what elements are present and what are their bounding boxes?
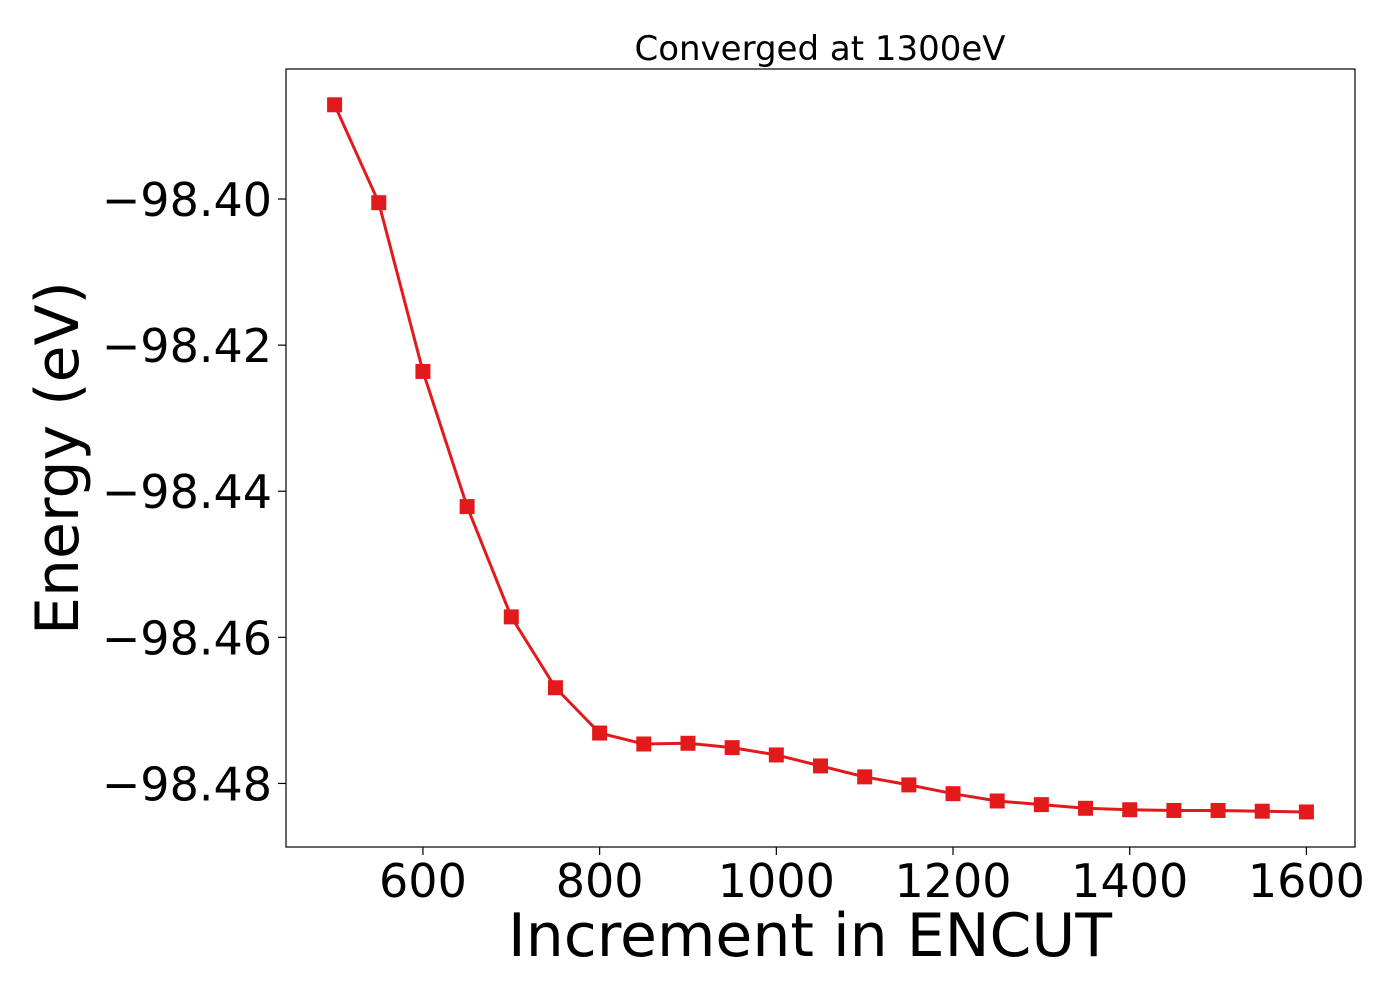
data-point-marker (459, 499, 475, 515)
data-point-marker (327, 97, 343, 113)
data-point-marker (547, 680, 563, 696)
data-point-marker (901, 777, 917, 793)
data-point-marker (1033, 797, 1049, 813)
series-line (333, 104, 1307, 814)
data-point-marker (636, 736, 652, 752)
data-point-marker (1166, 802, 1182, 818)
y-tick-label: −98.40 (102, 173, 272, 227)
data-point-marker (989, 793, 1005, 809)
data-point-marker (1254, 803, 1270, 819)
chart-title: Converged at 1300eV (634, 29, 1005, 69)
x-tick-label: 1400 (1071, 854, 1188, 908)
x-axis-label: Increment in ENCUT (508, 901, 1112, 971)
data-point-marker (1298, 804, 1314, 820)
data-point-marker (768, 747, 784, 763)
y-tick-label: −98.44 (102, 465, 272, 519)
x-tick-label: 600 (379, 854, 467, 908)
series-layer (327, 97, 1314, 820)
data-point-marker (1078, 800, 1094, 816)
data-point-marker (592, 725, 608, 741)
x-axis: 600 800 1000 1200 1400 1600 (379, 847, 1365, 908)
plot-frame (285, 68, 1356, 848)
data-point-marker (945, 786, 961, 802)
data-point-marker (371, 195, 387, 211)
data-point-marker (1210, 802, 1226, 818)
x-tick-label: 1200 (894, 854, 1011, 908)
x-tick-label: 1600 (1248, 854, 1365, 908)
y-tick-label: −98.46 (102, 611, 272, 665)
data-point-marker (503, 609, 519, 625)
x-tick-label: 800 (556, 854, 644, 908)
data-point-marker (857, 769, 873, 785)
x-tick-label: 1000 (718, 854, 835, 908)
data-point-marker (1122, 802, 1138, 818)
data-point-marker (724, 740, 740, 756)
data-point-marker (680, 735, 696, 751)
y-axis: −98.40 −98.42 −98.44 −98.46 −98.48 (102, 173, 286, 811)
data-point-marker (415, 363, 431, 379)
y-tick-label: −98.48 (102, 757, 272, 811)
y-tick-label: −98.42 (102, 319, 272, 373)
data-point-marker (813, 758, 828, 774)
y-axis-label: Energy (eV) (23, 281, 93, 635)
